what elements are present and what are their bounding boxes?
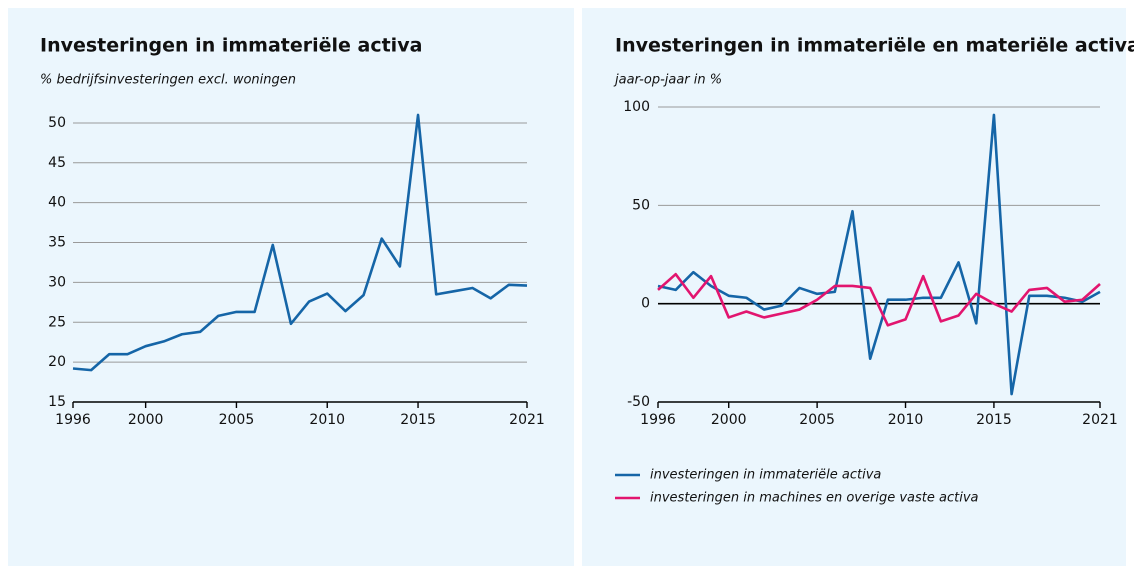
x-tick-label: 2005 [799, 412, 835, 428]
chart-title: Investeringen in immateriële en materiël… [615, 35, 1134, 57]
x-tick-label: 2015 [976, 412, 1012, 428]
chart-subtitle: jaar-op-jaar in % [613, 73, 722, 88]
y-tick-label: 40 [48, 195, 66, 211]
legend-label: investeringen in immateriële activa [650, 468, 881, 483]
x-tick-label: 2015 [400, 412, 436, 428]
y-tick-label: 15 [48, 394, 66, 410]
legend-label: investeringen in machines en overige vas… [650, 491, 979, 506]
y-tick-label: 0 [641, 296, 650, 312]
chart-title: Investeringen in immateriële activa [40, 35, 422, 57]
chart-subtitle: % bedrijfsinvesteringen excl. woningen [40, 73, 296, 88]
y-tick-label: 100 [623, 99, 650, 115]
data-line [657, 272, 1101, 327]
y-tick-label: 50 [632, 197, 650, 213]
x-tick-label: 1996 [55, 412, 91, 428]
y-tick-label: 50 [48, 115, 66, 131]
x-tick-label: 2000 [711, 412, 747, 428]
y-tick-label: -50 [627, 394, 650, 410]
data-line [72, 113, 528, 372]
x-tick-label: 2005 [219, 412, 255, 428]
panel-left [8, 8, 574, 566]
x-tick-label: 2021 [1082, 412, 1118, 428]
x-tick-label: 2000 [128, 412, 164, 428]
data-line [657, 113, 1101, 396]
y-tick-label: 35 [48, 235, 66, 251]
x-tick-label: 2021 [509, 412, 545, 428]
y-tick-label: 30 [48, 274, 66, 290]
x-tick-label: 2010 [888, 412, 924, 428]
x-tick-label: 1996 [640, 412, 676, 428]
y-tick-label: 45 [48, 155, 66, 171]
x-tick-label: 2010 [309, 412, 345, 428]
y-tick-label: 20 [48, 354, 66, 370]
y-tick-label: 25 [48, 314, 66, 330]
